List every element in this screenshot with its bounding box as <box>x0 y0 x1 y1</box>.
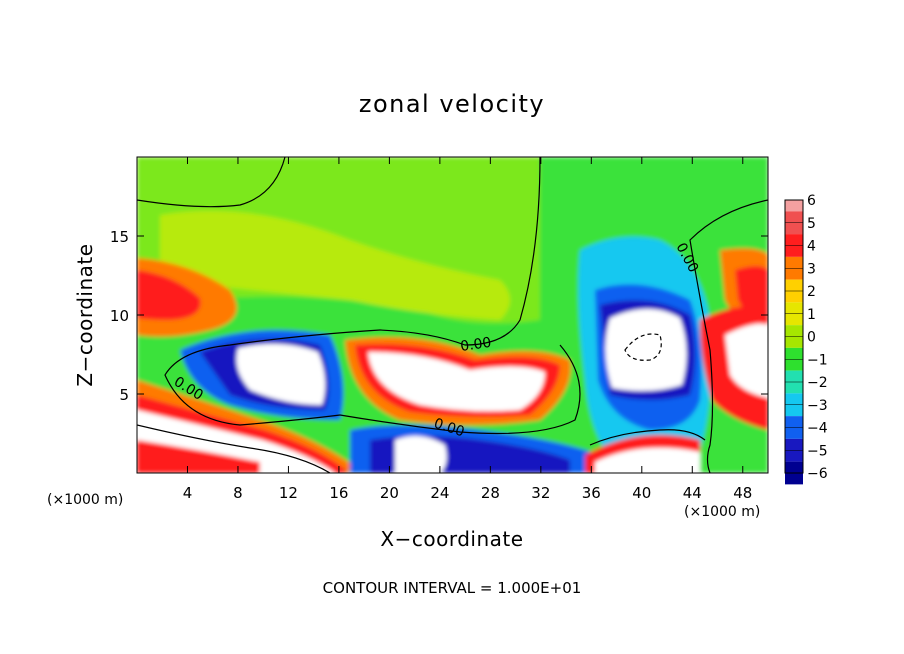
x-tick-label-2: 12 <box>279 484 298 502</box>
field-central-white-core <box>368 352 545 412</box>
x-tick-label-1: 8 <box>233 484 243 502</box>
contour-lower-left <box>137 424 331 473</box>
y-axis-label: Z−coordinate <box>73 243 97 386</box>
colorbar-tick-label-6: 0 <box>807 330 816 346</box>
colorbar-tick-label-4: 2 <box>807 284 816 300</box>
field-bottom-left-red-band <box>137 440 260 473</box>
field-bottom-center-white-core <box>395 436 447 473</box>
x-unit-label-left: (×1000 m) <box>47 492 123 508</box>
x-tick-label-8: 36 <box>582 484 601 502</box>
y-tick-label-1: 10 <box>110 307 129 325</box>
x-tick-label-9: 40 <box>632 484 651 502</box>
y-tick-label-2: 15 <box>110 228 129 246</box>
y-axis: 5 10 15 <box>110 228 768 404</box>
colorbar-tick-label-9: −3 <box>807 398 828 414</box>
contour-label-3: 0.00 <box>459 335 492 355</box>
x-tick-label-5: 24 <box>430 484 449 502</box>
x-unit-label-right: (×1000 m) <box>684 504 760 520</box>
colorbar-swatch-0 <box>785 200 803 212</box>
field-bottom-right-white-core <box>595 447 700 473</box>
x-tick-label-4: 20 <box>380 484 399 502</box>
colorbar-tick-label-7: −1 <box>807 352 828 368</box>
colorbar-tick-label-12: −6 <box>807 466 828 482</box>
colorbar-tick-label-3: 3 <box>807 261 816 277</box>
x-tick-label-10: 44 <box>683 484 702 502</box>
x-tick-label-3: 16 <box>329 484 348 502</box>
contour-upper-center <box>164 157 541 426</box>
colorbar-tick-label-8: −2 <box>807 375 828 391</box>
contour-upper-left <box>137 157 286 208</box>
contour-lower-right <box>589 429 706 446</box>
contour-interval-footer: CONTOUR INTERVAL = 1.000E+01 <box>323 579 582 597</box>
contour-central-lower <box>339 344 581 435</box>
colorbar-tick-label-5: 1 <box>807 307 816 323</box>
field-plot: 0.00 0.00 0.00 0.00 <box>137 157 768 473</box>
field-right-edge-white <box>725 323 768 398</box>
x-tick-label-11: 48 <box>733 484 752 502</box>
x-tick-label-6: 28 <box>481 484 500 502</box>
x-axis-label: X−coordinate <box>380 527 523 551</box>
field-right-white-core <box>605 309 687 391</box>
colorbar-tick-label-11: −5 <box>807 443 828 459</box>
colorbar-tick-label-2: 4 <box>807 239 816 255</box>
contour-right-vortex-dashed <box>624 333 662 361</box>
chart-title: zonal velocity <box>359 90 545 118</box>
field-left-red-core <box>137 270 201 320</box>
colorbar-tick-label-0: 6 <box>807 193 816 209</box>
field-lower-left-white-core <box>236 343 326 405</box>
field-upper-yellow-green-region <box>160 210 510 320</box>
colorbar: 6 5 4 3 2 1 0 −1 −2 −3 −4 −5 −6 <box>784 193 828 485</box>
colorbar-tick-label-10: −4 <box>807 421 828 437</box>
x-tick-label-0: 4 <box>183 484 193 502</box>
contour-right-upper <box>689 199 768 473</box>
y-tick-label-0: 5 <box>119 386 129 404</box>
colorbar-tick-label-1: 5 <box>807 216 816 232</box>
x-axis: 4 8 12 16 20 24 28 32 36 40 44 48 <box>183 157 752 502</box>
x-tick-label-7: 32 <box>531 484 550 502</box>
